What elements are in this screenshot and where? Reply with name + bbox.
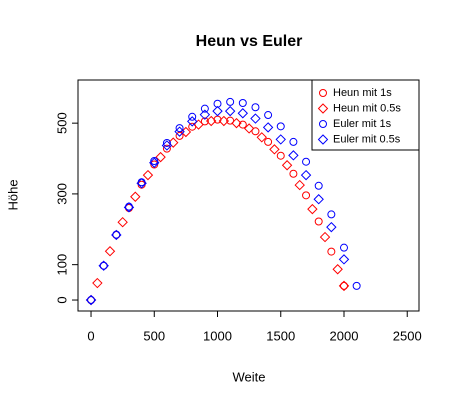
point: [338, 280, 350, 292]
point: [294, 179, 305, 191]
point: [314, 217, 323, 226]
point: [149, 157, 160, 168]
y-tick-label: 500: [54, 112, 69, 134]
y-tick-label: 100: [54, 254, 69, 276]
point: [187, 116, 198, 127]
point: [162, 144, 171, 153]
y-tick-label: 0: [54, 296, 69, 303]
point: [289, 137, 298, 146]
x-tick-label: 2000: [330, 328, 359, 343]
x-tick-label: 1500: [266, 328, 295, 343]
point: [327, 247, 336, 256]
point: [319, 231, 331, 243]
point: [339, 243, 348, 252]
point: [226, 97, 235, 106]
point: [161, 140, 173, 151]
point: [150, 157, 159, 166]
point: [212, 105, 223, 117]
x-tick-label: 1000: [203, 328, 232, 343]
point: [226, 116, 235, 125]
point: [251, 127, 260, 136]
point: [327, 210, 336, 219]
point: [262, 122, 274, 133]
point: [352, 281, 361, 290]
point: [188, 112, 197, 121]
point: [314, 181, 323, 190]
point: [317, 134, 329, 145]
legend: Heun mit 1s Heun mit 0.5s Euler mit 1s Eule…: [311, 79, 420, 151]
y-tick-label: 300: [54, 183, 69, 205]
x-tick-label: 2500: [393, 328, 422, 343]
point: [326, 221, 337, 233]
point: [319, 120, 327, 128]
point: [276, 122, 285, 131]
point: [275, 134, 286, 145]
point: [200, 117, 209, 126]
point: [104, 246, 116, 257]
point: [339, 281, 348, 290]
point: [92, 277, 103, 289]
point: [264, 111, 273, 120]
legend-box: [311, 79, 420, 151]
point: [237, 108, 249, 119]
point: [130, 191, 141, 202]
point: [332, 264, 343, 275]
point: [251, 103, 260, 112]
point: [276, 151, 285, 160]
point: [87, 296, 96, 305]
legend-label: Euler mit 1s: [333, 118, 392, 130]
x-axis-label: Weite: [233, 369, 266, 384]
point: [289, 169, 298, 178]
point: [300, 169, 312, 181]
point: [99, 261, 108, 270]
point: [142, 169, 154, 181]
legend-label: Euler mit 0.5s: [333, 133, 401, 145]
y-axis-label: Höhe: [5, 179, 20, 210]
plot-box: [77, 79, 420, 312]
point: [250, 113, 261, 124]
point: [218, 115, 230, 127]
x-tick-label: 0: [87, 328, 94, 343]
point: [307, 203, 318, 215]
point: [111, 229, 122, 241]
point: [313, 194, 324, 205]
point: [269, 144, 280, 155]
point: [162, 138, 171, 147]
point: [175, 131, 184, 140]
point: [150, 160, 159, 169]
point: [85, 294, 97, 306]
point: [205, 115, 217, 127]
x-tick-label: 500: [143, 328, 165, 343]
point: [123, 202, 135, 213]
point: [174, 126, 185, 137]
point: [338, 254, 350, 265]
point: [302, 157, 311, 166]
point: [243, 123, 255, 134]
point: [281, 160, 293, 171]
point: [264, 137, 273, 146]
point: [199, 109, 211, 120]
point: [98, 260, 109, 271]
point: [200, 104, 209, 113]
point: [155, 151, 166, 163]
point: [175, 124, 184, 133]
point: [288, 150, 299, 161]
point: [256, 132, 267, 143]
point: [117, 217, 128, 228]
point: [231, 117, 242, 129]
point: [136, 178, 147, 189]
point: [238, 98, 247, 107]
point: [317, 103, 329, 114]
point: [302, 191, 311, 200]
point: [224, 105, 236, 117]
legend-label: Heun mit 1s: [333, 87, 392, 99]
point: [319, 89, 327, 97]
chart-title: Heun vs Euler: [196, 33, 303, 50]
legend-label: Heun mit 0.5s: [333, 102, 401, 114]
